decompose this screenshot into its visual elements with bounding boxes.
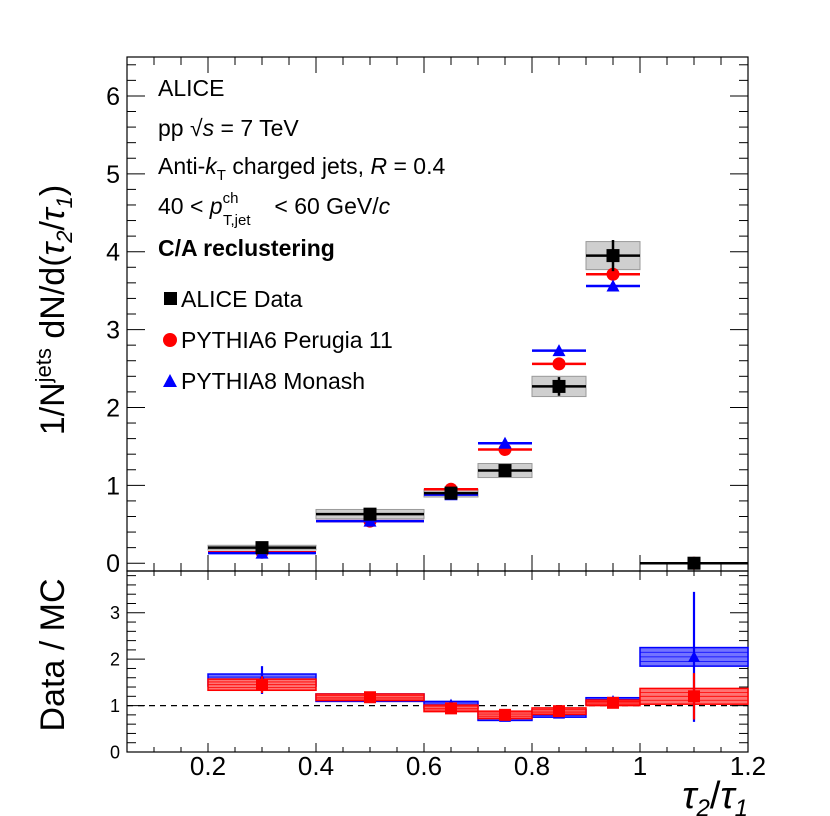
main-ytick-label: 6 — [106, 83, 120, 111]
main-ytick-label: 2 — [106, 394, 120, 422]
annotation-collision: pp √s = 7 TeV — [158, 115, 299, 141]
ratio-ytick-label: 0 — [110, 742, 120, 762]
legend: ALICE Data PYTHIA6 Perugia 11 PYTHIA8 Mo… — [163, 286, 393, 394]
data-point — [606, 249, 620, 263]
annotation-pt-range: 40 < pch T,jet < 60 GeV/c — [158, 190, 391, 229]
ratio-ytick-label: 3 — [110, 603, 120, 623]
main-ytick-label: 3 — [106, 317, 120, 345]
ratio-pythia6-point — [445, 702, 457, 715]
ratio-ytick-label: 1 — [110, 696, 120, 716]
annotation-block: ALICE pp √s = 7 TeV Anti-kT charged jets… — [158, 75, 445, 261]
pythia8-point — [363, 514, 377, 527]
legend-label-pythia6: PYTHIA6 Perugia 11 — [181, 327, 393, 353]
annotation-experiment: ALICE — [158, 75, 224, 101]
x-tick-label: 1 — [633, 751, 647, 781]
pythia8-point — [552, 344, 566, 357]
x-tick-label: 0.6 — [406, 751, 442, 781]
x-tick-label: 0.8 — [514, 751, 550, 781]
legend-marker-pythia6 — [163, 333, 177, 347]
data-point — [498, 464, 512, 478]
ratio-pythia6-point — [499, 708, 511, 721]
data-point — [687, 556, 701, 570]
x-tick-label: 0.2 — [190, 751, 226, 781]
legend-marker-data — [164, 292, 177, 305]
y-axis-label-ratio: Data / MC — [34, 578, 72, 731]
pythia8-point — [606, 279, 620, 292]
data-point — [552, 379, 566, 393]
data-point — [363, 507, 377, 521]
pythia8-point — [498, 436, 512, 449]
ratio-ytick-label: 2 — [110, 650, 120, 670]
ratio-pythia6-point — [256, 678, 268, 691]
main-panel: 0 1 2 3 4 5 6 — [106, 56, 749, 578]
ratio-pythia6-point — [553, 705, 565, 718]
annotation-reclustering: C/A reclustering — [158, 235, 335, 261]
y-axis-label-main: 1/Njets dN/d(τ2/τ1) — [31, 185, 77, 435]
pythia6-point — [606, 267, 620, 281]
x-tick-label: 0.4 — [298, 751, 334, 781]
data-point — [255, 541, 269, 555]
x-axis-label: τ2/τ1 — [682, 775, 748, 816]
legend-marker-pythia8 — [163, 374, 177, 387]
main-ytick-label: 0 — [106, 550, 120, 578]
x-tick-label: 1.2 — [730, 751, 766, 781]
ratio-pythia6-point — [607, 696, 619, 709]
pythia6-point — [552, 357, 566, 371]
data-point — [444, 486, 458, 500]
main-ytick-label: 5 — [106, 161, 120, 189]
ratio-pythia8-point — [688, 650, 700, 662]
legend-label-pythia8: PYTHIA8 Monash — [181, 368, 365, 394]
ratio-pythia6-point — [688, 690, 700, 703]
annotation-jets: Anti-kT charged jets, R = 0.4 — [158, 153, 445, 184]
main-ytick-label: 1 — [106, 472, 120, 500]
ratio-panel: 0 1 2 3 0.2 0.4 0.6 0.8 1 1.2 — [110, 570, 766, 781]
main-ytick-label: 4 — [106, 239, 120, 267]
legend-label-data: ALICE Data — [181, 286, 303, 312]
ratio-pythia6-point — [364, 691, 376, 704]
